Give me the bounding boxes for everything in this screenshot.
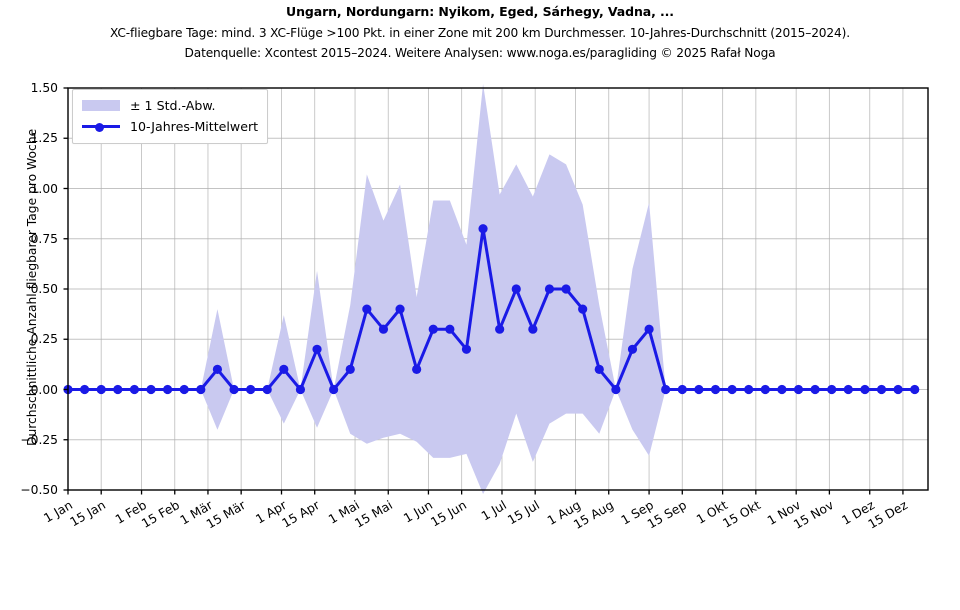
legend-item-stddev[interactable]: ± 1 Std.-Abw. bbox=[82, 95, 258, 116]
legend-label-stddev: ± 1 Std.-Abw. bbox=[130, 98, 216, 113]
plot-canvas bbox=[63, 83, 929, 495]
legend-band-swatch-icon bbox=[82, 100, 120, 111]
legend-line-swatch-icon bbox=[82, 121, 120, 132]
chart-legend: ± 1 Std.-Abw. 10-Jahres-Mittelwert bbox=[72, 89, 269, 144]
legend-label-mean: 10-Jahres-Mittelwert bbox=[130, 119, 259, 134]
chart-figure: Ungarn, Nordungarn: Nyikom, Eged, Sárheg… bbox=[20, 5, 929, 532]
legend-item-mean[interactable]: 10-Jahres-Mittelwert bbox=[82, 116, 258, 137]
